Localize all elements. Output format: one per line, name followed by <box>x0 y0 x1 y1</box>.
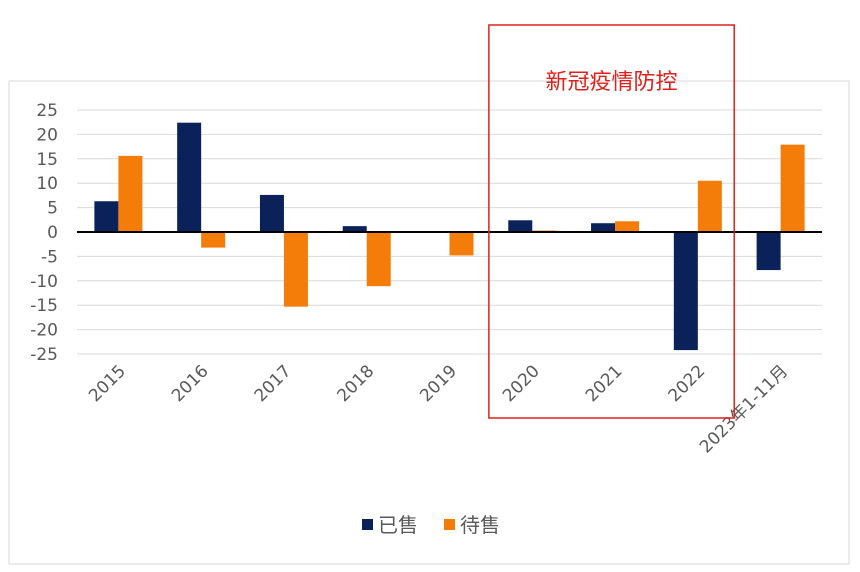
legend: 已售 待售 <box>362 513 500 537</box>
y-tick-label: 5 <box>47 199 58 219</box>
y-axis-ticks: 25 20 15 10 5 0 -5 -10 -15 -20 -25 <box>30 101 58 365</box>
legend-swatch <box>362 519 373 530</box>
bar-sold <box>342 226 367 232</box>
bar-unsold <box>615 221 640 232</box>
y-tick-label: -10 <box>30 272 58 292</box>
y-tick-label: 25 <box>36 101 58 121</box>
bar-sold <box>94 201 119 232</box>
chart-border <box>8 80 850 565</box>
annotation: 新冠疫情防控 <box>488 24 735 419</box>
y-tick-label: 20 <box>36 125 58 145</box>
y-tick-label: 15 <box>36 150 58 170</box>
bar-unsold <box>366 232 391 287</box>
annotation-box <box>488 24 735 419</box>
y-tick-label: -25 <box>30 345 58 365</box>
legend-swatch <box>444 519 455 530</box>
y-tick-label: 0 <box>47 223 58 243</box>
bar-sold <box>673 232 698 351</box>
y-tick-label: -20 <box>30 321 58 341</box>
bar-sold <box>259 194 284 232</box>
y-tick-label: -15 <box>30 296 58 316</box>
bar-unsold <box>449 232 474 256</box>
bar-sold <box>508 220 533 232</box>
y-tick-label: -5 <box>41 247 58 267</box>
bar-sold <box>591 223 616 232</box>
bar-sold <box>756 232 781 271</box>
bar-sold <box>177 122 202 232</box>
legend-label: 已售 <box>378 513 418 537</box>
bar-unsold <box>697 180 722 232</box>
bar-unsold <box>201 232 226 248</box>
legend-label: 待售 <box>460 513 500 537</box>
bar-unsold <box>118 155 143 232</box>
y-tick-label: 10 <box>36 174 58 194</box>
bar-unsold <box>780 144 805 232</box>
annotation-text: 新冠疫情防控 <box>546 70 678 95</box>
bar-unsold <box>283 232 308 307</box>
bars <box>94 122 805 351</box>
